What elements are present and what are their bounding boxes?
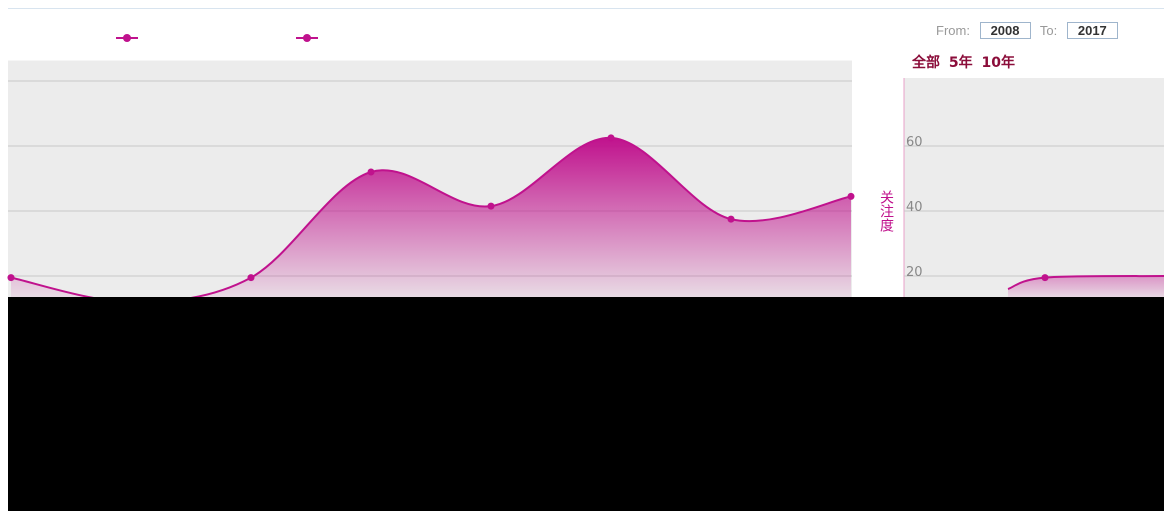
series-area — [11, 137, 851, 302]
mini-series-line — [1007, 275, 1164, 290]
top-border — [8, 8, 1164, 9]
y-tick-label: 40 — [906, 200, 923, 215]
legend[interactable] — [116, 26, 856, 48]
y-axis-title: 关注度 — [878, 190, 894, 232]
zoom-buttons: 全部 5年 10年 — [912, 52, 1019, 72]
data-point[interactable] — [727, 215, 735, 223]
y-tick-label: 60 — [906, 135, 923, 150]
mini-plot-bg — [904, 78, 1164, 298]
legend-marker-icon — [296, 34, 318, 42]
data-point[interactable] — [607, 134, 615, 142]
occluded-region — [8, 297, 1164, 511]
zoom-all-button[interactable]: 全部 — [912, 55, 940, 71]
legend-marker-icon — [116, 34, 138, 42]
to-input[interactable]: 2017 — [1066, 22, 1118, 39]
zoom-10y-button[interactable]: 10年 — [981, 55, 1015, 71]
from-input[interactable]: 2008 — [979, 22, 1031, 39]
data-point[interactable] — [847, 192, 855, 200]
y-tick-label: 20 — [906, 265, 923, 280]
from-label: From: — [936, 23, 970, 38]
data-point[interactable] — [367, 168, 375, 176]
data-point[interactable] — [7, 274, 15, 282]
data-point[interactable] — [247, 274, 255, 282]
mini-data-point[interactable] — [1041, 274, 1049, 282]
date-range: From: 2008 To: 2017 — [936, 22, 1124, 39]
mini-series-area — [1008, 276, 1164, 300]
data-point[interactable] — [487, 202, 495, 210]
series-points — [7, 134, 855, 306]
mini-series-points — [1041, 274, 1049, 282]
zoom-5y-button[interactable]: 5年 — [948, 55, 973, 71]
to-label: To: — [1039, 23, 1058, 38]
